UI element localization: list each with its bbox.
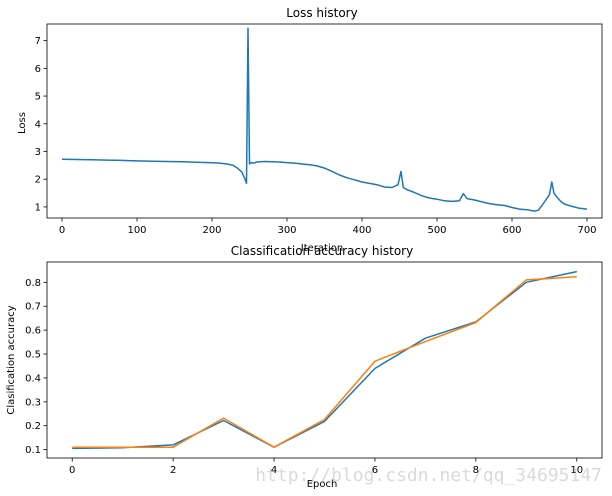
accuracy-x-tick-label: 10: [570, 465, 583, 476]
loss-y-tick-label: 6: [35, 64, 41, 75]
accuracy-series-0-line: [72, 270, 577, 450]
accuracy-chart-title: Classification accuracy history: [231, 244, 413, 258]
accuracy-x-tick-label: 0: [69, 465, 75, 476]
loss-x-tick-label: 200: [202, 225, 221, 236]
loss-x-tick-label: 0: [59, 225, 65, 236]
accuracy-x-tick-label: 2: [170, 465, 176, 476]
loss-x-tick-label: 700: [577, 225, 596, 236]
loss-x-axis-label: Iteration: [301, 243, 343, 254]
loss-axes-frame: [46, 23, 603, 219]
accuracy-x-tick-label: 4: [271, 465, 277, 476]
accuracy-x-axis-label: Epoch: [307, 479, 338, 490]
accuracy-history-chart: Classification accuracy history Epoch Cl…: [6, 244, 603, 490]
loss-x-tick-label: 400: [352, 225, 371, 236]
accuracy-x-tick-label: 8: [473, 465, 479, 476]
loss-y-axis-label: Loss: [17, 112, 28, 134]
accuracy-y-axis-label: Clasification accuracy: [6, 305, 17, 414]
accuracy-y-tick-label: 0.7: [25, 302, 41, 313]
loss-y-tick-label: 1: [35, 202, 41, 213]
accuracy-y-tick-label: 0.6: [25, 326, 41, 337]
watermark: http://blog.csdn.net/qq_34695147: [255, 465, 602, 486]
loss-x-tick-label: 300: [277, 225, 296, 236]
loss-y-tick-label: 2: [35, 175, 41, 186]
loss-series-0-line: [61, 27, 588, 212]
accuracy-y-tick-label: 0.2: [25, 421, 41, 432]
loss-x-tick-label: 500: [427, 225, 446, 236]
loss-y-tick-label: 3: [35, 147, 41, 158]
accuracy-y-tick-label: 0.8: [25, 278, 41, 289]
loss-x-tick-label: 100: [127, 225, 146, 236]
accuracy-series-1-line: [72, 276, 577, 448]
loss-x-tick-label: 600: [502, 225, 521, 236]
loss-y-tick-label: 4: [35, 119, 41, 130]
accuracy-y-tick-label: 0.1: [25, 445, 41, 456]
loss-history-chart: Loss history Iteration Loss 0 100 200 300 40…: [17, 6, 603, 254]
accuracy-y-tick-label: 0.3: [25, 397, 41, 408]
loss-y-tick-label: 5: [35, 92, 41, 103]
accuracy-y-tick-label: 0.5: [25, 350, 41, 361]
accuracy-y-tick-label: 0.4: [25, 373, 41, 384]
loss-chart-title: Loss history: [286, 6, 357, 20]
loss-y-tick-label: 7: [35, 36, 41, 47]
accuracy-x-tick-label: 6: [372, 465, 378, 476]
accuracy-axes-frame: [46, 261, 603, 459]
